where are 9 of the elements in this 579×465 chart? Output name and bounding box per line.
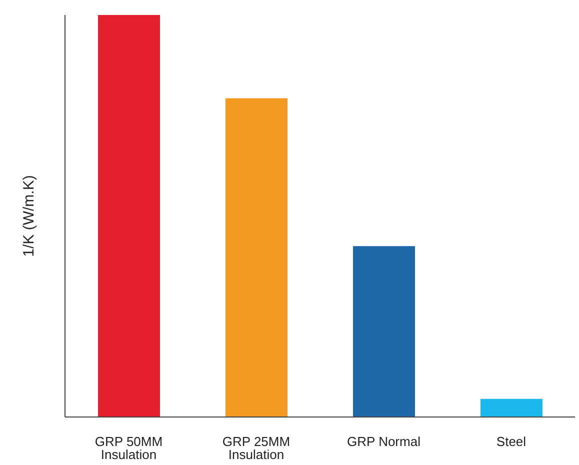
x-tick-label: Steel xyxy=(496,434,526,450)
x-tick-label: GRP 50MM Insulation xyxy=(94,434,163,462)
bar xyxy=(226,98,288,417)
bar xyxy=(98,15,160,417)
bar xyxy=(480,398,542,417)
x-tick-label: GRP Normal xyxy=(347,434,421,450)
y-axis-title: 1/K (W/m.K) xyxy=(20,175,38,257)
x-tick-label: GRP 25MM Insulation xyxy=(222,434,290,462)
bar xyxy=(353,246,415,417)
